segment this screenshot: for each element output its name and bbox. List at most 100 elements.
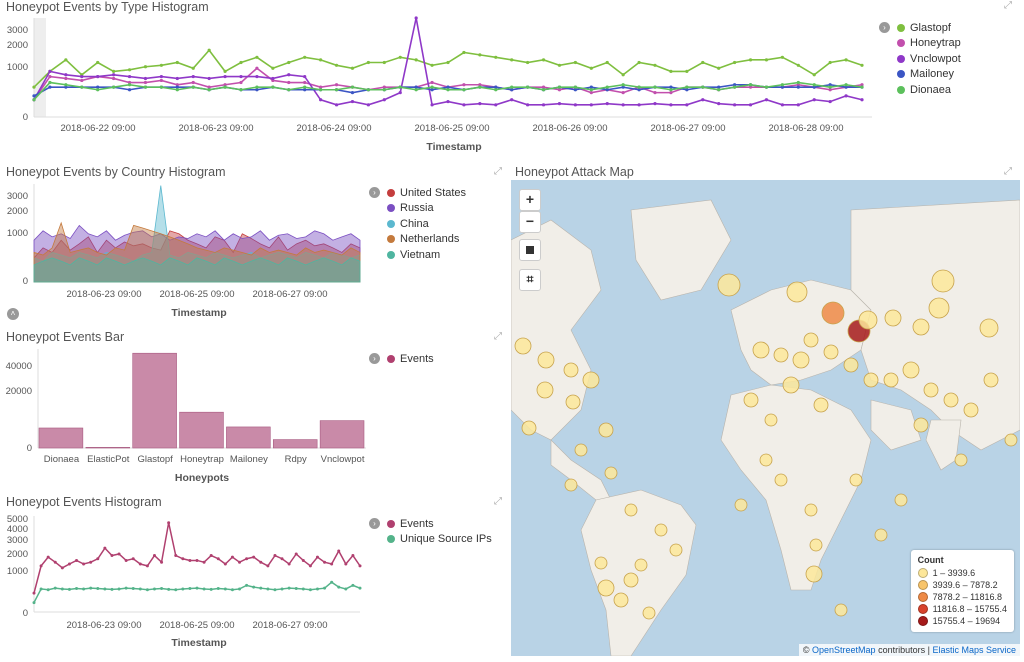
data-point[interactable] bbox=[494, 55, 498, 59]
attack-bubble[interactable] bbox=[634, 558, 648, 572]
data-point[interactable] bbox=[462, 50, 466, 55]
data-point[interactable] bbox=[89, 586, 93, 590]
data-point[interactable] bbox=[526, 60, 530, 65]
bar-mailoney[interactable] bbox=[226, 426, 271, 449]
expand-icon[interactable]: ⤢ bbox=[494, 166, 502, 177]
data-point[interactable] bbox=[780, 103, 784, 107]
data-point[interactable] bbox=[717, 85, 721, 89]
data-point[interactable] bbox=[82, 562, 86, 566]
data-point[interactable] bbox=[266, 564, 270, 568]
data-point[interactable] bbox=[303, 74, 307, 79]
data-point[interactable] bbox=[82, 587, 86, 591]
data-point[interactable] bbox=[541, 85, 546, 89]
data-point[interactable] bbox=[358, 564, 362, 568]
data-point[interactable] bbox=[110, 554, 114, 558]
attack-bubble[interactable] bbox=[654, 523, 668, 537]
data-point[interactable] bbox=[637, 60, 641, 65]
attack-bubble[interactable] bbox=[521, 420, 537, 436]
attack-bubble[interactable] bbox=[613, 592, 629, 608]
data-point[interactable] bbox=[350, 91, 355, 95]
data-point[interactable] bbox=[67, 562, 71, 566]
data-point[interactable] bbox=[32, 591, 36, 595]
data-point[interactable] bbox=[96, 88, 100, 92]
data-point[interactable] bbox=[75, 558, 79, 562]
data-point[interactable] bbox=[337, 549, 341, 553]
attack-bubble[interactable] bbox=[623, 572, 639, 588]
data-point[interactable] bbox=[812, 73, 816, 77]
data-point[interactable] bbox=[334, 88, 339, 92]
data-point[interactable] bbox=[748, 58, 753, 62]
legend-toggle-icon[interactable]: › bbox=[369, 353, 380, 364]
data-point[interactable] bbox=[238, 560, 242, 564]
draw-rectangle-button[interactable] bbox=[519, 239, 541, 261]
data-point[interactable] bbox=[764, 85, 769, 89]
attack-bubble[interactable] bbox=[805, 565, 823, 583]
data-point[interactable] bbox=[175, 83, 179, 87]
attack-bubble[interactable] bbox=[979, 318, 999, 338]
attack-bubble[interactable] bbox=[894, 493, 908, 507]
legend-item-vietnam[interactable]: Vietnam bbox=[387, 247, 466, 263]
data-point[interactable] bbox=[255, 85, 259, 89]
data-point[interactable] bbox=[255, 74, 259, 79]
data-point[interactable] bbox=[188, 587, 192, 591]
data-point[interactable] bbox=[96, 60, 100, 65]
data-point[interactable] bbox=[188, 558, 192, 562]
data-point[interactable] bbox=[39, 564, 43, 568]
data-point[interactable] bbox=[127, 68, 132, 72]
attack-bubble[interactable] bbox=[983, 372, 999, 388]
data-point[interactable] bbox=[637, 88, 641, 92]
data-point[interactable] bbox=[844, 83, 848, 87]
bar-dionaea[interactable] bbox=[38, 427, 84, 449]
data-point[interactable] bbox=[143, 76, 148, 81]
data-point[interactable] bbox=[350, 85, 355, 89]
data-point[interactable] bbox=[96, 85, 100, 89]
data-point[interactable] bbox=[287, 60, 291, 65]
data-point[interactable] bbox=[238, 587, 242, 591]
data-point[interactable] bbox=[96, 587, 100, 591]
attack-bubble[interactable] bbox=[874, 528, 888, 542]
attack-bubble[interactable] bbox=[943, 392, 959, 408]
data-point[interactable] bbox=[207, 76, 211, 81]
attack-bubble[interactable] bbox=[717, 273, 741, 297]
data-point[interactable] bbox=[39, 587, 43, 591]
data-point[interactable] bbox=[124, 558, 128, 562]
attack-bubble[interactable] bbox=[564, 478, 578, 492]
data-point[interactable] bbox=[160, 560, 164, 564]
data-point[interactable] bbox=[828, 83, 832, 87]
data-point[interactable] bbox=[653, 63, 657, 67]
data-point[interactable] bbox=[127, 80, 132, 85]
data-point[interactable] bbox=[143, 65, 148, 69]
legend-item-mailoney[interactable]: Mailoney bbox=[897, 67, 961, 83]
data-point[interactable] bbox=[733, 60, 737, 65]
data-point[interactable] bbox=[223, 85, 227, 89]
attack-bubble[interactable] bbox=[598, 422, 614, 438]
data-point[interactable] bbox=[828, 88, 832, 92]
data-point[interactable] bbox=[89, 560, 93, 564]
attack-bubble[interactable] bbox=[834, 603, 848, 617]
data-point[interactable] bbox=[366, 88, 370, 92]
data-point[interactable] bbox=[60, 587, 64, 591]
data-point[interactable] bbox=[382, 60, 386, 65]
data-point[interactable] bbox=[430, 63, 434, 67]
data-point[interactable] bbox=[669, 69, 673, 74]
data-point[interactable] bbox=[32, 85, 36, 89]
data-point[interactable] bbox=[294, 587, 298, 591]
data-point[interactable] bbox=[446, 85, 450, 89]
data-point[interactable] bbox=[330, 562, 334, 566]
bar-elasticpot[interactable] bbox=[85, 447, 131, 449]
data-point[interactable] bbox=[510, 88, 514, 92]
data-point[interactable] bbox=[252, 585, 256, 589]
data-point[interactable] bbox=[589, 88, 593, 92]
data-point[interactable] bbox=[844, 94, 848, 98]
data-point[interactable] bbox=[181, 587, 185, 591]
data-point[interactable] bbox=[334, 83, 339, 87]
data-point[interactable] bbox=[748, 85, 753, 89]
data-point[interactable] bbox=[669, 85, 673, 89]
data-point[interactable] bbox=[175, 76, 179, 81]
data-point[interactable] bbox=[131, 587, 135, 591]
data-point[interactable] bbox=[541, 88, 546, 92]
data-point[interactable] bbox=[330, 580, 334, 584]
data-point[interactable] bbox=[259, 560, 263, 564]
data-point[interactable] bbox=[174, 588, 178, 592]
data-point[interactable] bbox=[230, 555, 234, 559]
